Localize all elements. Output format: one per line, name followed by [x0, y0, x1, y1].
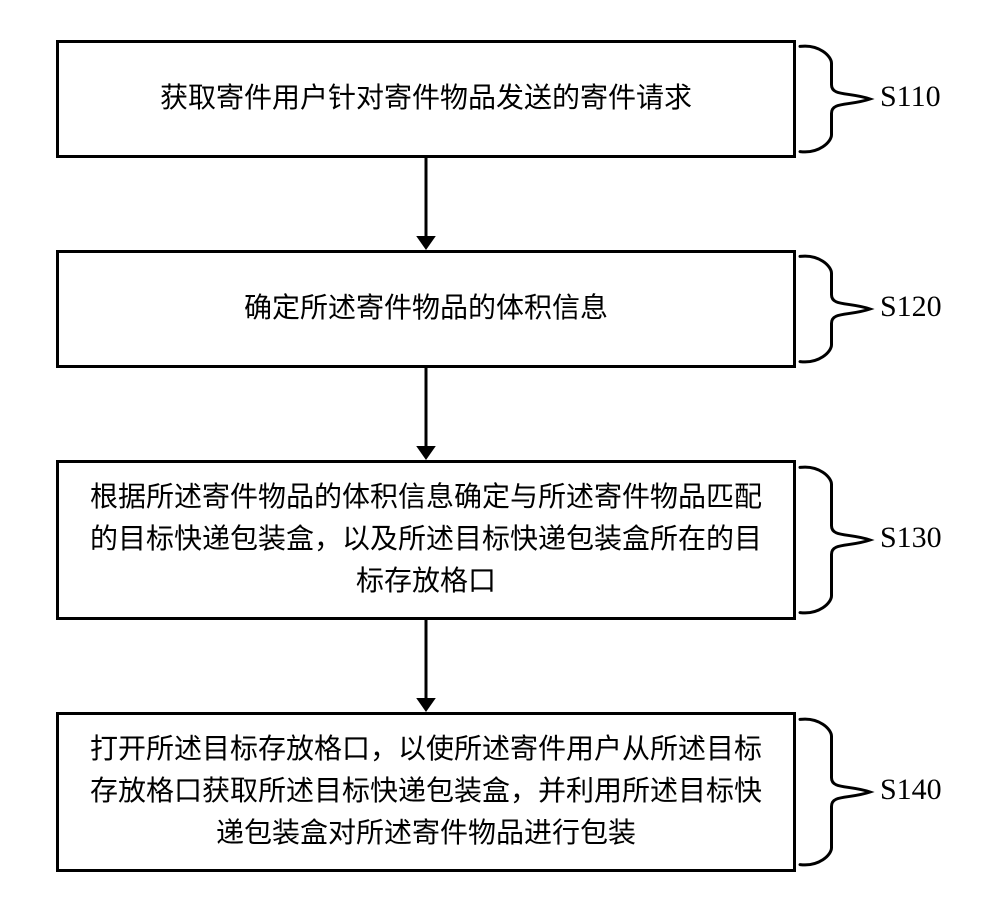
flowchart-node-text: 获取寄件用户针对寄件物品发送的寄件请求: [160, 78, 692, 120]
flowchart-node: 打开所述目标存放格口，以使所述寄件用户从所述目标存放格口获取所述目标快递包装盒，…: [56, 712, 796, 872]
brace-connector: [800, 254, 870, 364]
step-label: S120: [880, 290, 942, 324]
flowchart-node: 获取寄件用户针对寄件物品发送的寄件请求: [56, 40, 796, 158]
flowchart-arrow: [412, 158, 440, 250]
flowchart-canvas: 获取寄件用户针对寄件物品发送的寄件请求确定所述寄件物品的体积信息根据所述寄件物品…: [0, 0, 1000, 919]
step-label-text: S130: [880, 521, 942, 555]
brace-connector: [800, 465, 870, 615]
brace-connector: [800, 44, 870, 154]
step-label: S140: [880, 773, 942, 807]
flowchart-node-text: 根据所述寄件物品的体积信息确定与所述寄件物品匹配的目标快递包装盒，以及所述目标快…: [79, 477, 773, 603]
flowchart-node-text: 确定所述寄件物品的体积信息: [244, 288, 608, 330]
step-label-text: S140: [880, 773, 942, 807]
flowchart-node-text: 打开所述目标存放格口，以使所述寄件用户从所述目标存放格口获取所述目标快递包装盒，…: [79, 729, 773, 855]
flowchart-node: 根据所述寄件物品的体积信息确定与所述寄件物品匹配的目标快递包装盒，以及所述目标快…: [56, 460, 796, 620]
step-label: S130: [880, 521, 942, 555]
brace-connector: [800, 717, 870, 867]
flowchart-arrow: [412, 368, 440, 460]
flowchart-arrow: [412, 620, 440, 712]
flowchart-node: 确定所述寄件物品的体积信息: [56, 250, 796, 368]
step-label: S110: [880, 80, 941, 114]
step-label-text: S110: [880, 80, 941, 114]
step-label-text: S120: [880, 290, 942, 324]
